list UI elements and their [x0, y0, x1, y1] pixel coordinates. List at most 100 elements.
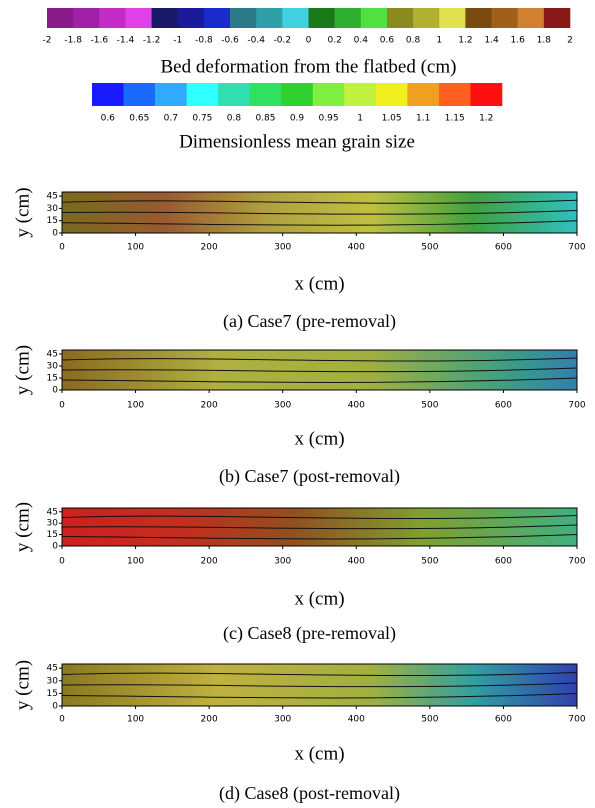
caption: (a) Case7 (pre-removal)	[223, 311, 396, 332]
plot-frame	[61, 191, 578, 234]
colorbar-swatch	[386, 8, 414, 28]
colorbar-tick-label: 0.75	[192, 114, 212, 124]
y-tick-label: 45	[47, 350, 58, 360]
colorbar-swatch	[73, 8, 100, 28]
colorbar-tick-label: 2	[567, 36, 573, 46]
colorbar-swatch	[282, 8, 309, 28]
colorbar-swatch	[465, 8, 492, 28]
x-tick-label: 200	[201, 243, 218, 253]
x-tick-label: 100	[127, 401, 144, 411]
x-tick-label: 700	[568, 557, 585, 567]
colorbar-swatch	[543, 8, 571, 28]
colorbar-tick-label: 0.6	[101, 114, 116, 124]
colorbar-title: Dimensionless mean grain size	[179, 131, 415, 152]
colorbar-tick-label: 1.4	[484, 36, 499, 46]
colorbar-tick-label: -0.4	[247, 36, 265, 46]
x-axis-label: x (cm)	[294, 428, 344, 449]
colorbar-tick-label: 0.7	[164, 114, 178, 124]
caption: (d) Case8 (post-removal)	[219, 783, 400, 804]
colorbar-tick-label: -0.6	[221, 36, 239, 46]
flow-line	[61, 220, 578, 226]
colorbar-tick-label: 1.1	[416, 114, 430, 124]
colorbar-swatch	[218, 83, 250, 106]
x-tick-label: 300	[274, 401, 291, 411]
y-tick-label: 0	[52, 542, 58, 552]
x-axis-label: x (cm)	[294, 588, 344, 609]
colorbar-tick-label: 1	[357, 114, 363, 124]
colorbar-tick-label: 0.95	[319, 114, 339, 124]
flow-line	[61, 357, 578, 362]
y-tick-label: 15	[47, 530, 58, 540]
colorbar-swatch	[177, 8, 205, 28]
x-tick-label: 400	[348, 401, 365, 411]
colorbar-tick-label: 0	[306, 36, 312, 46]
x-tick-label: 300	[274, 715, 291, 725]
colorbar-swatch	[344, 83, 377, 106]
colorbar-tick-label: 1.8	[537, 36, 552, 46]
x-tick-label: 0	[59, 715, 65, 725]
colorbar-tick-label: -1	[173, 36, 182, 46]
colorbar-swatch	[312, 83, 345, 106]
plot-frame	[61, 349, 578, 391]
x-tick-label: 500	[421, 243, 438, 253]
colorbar-tick-label: 0.9	[290, 114, 305, 124]
colorbar-swatch	[413, 8, 440, 28]
flow-line	[61, 210, 578, 215]
colorbar-swatch	[517, 8, 545, 28]
y-tick-label: 45	[47, 507, 58, 517]
flow-line	[61, 377, 578, 383]
colorbar-swatch	[99, 8, 126, 28]
colorbar-tick-label: 0.85	[255, 114, 275, 124]
y-tick-label: 45	[47, 192, 58, 202]
x-tick-label: 0	[59, 401, 65, 411]
x-tick-label: 500	[421, 715, 438, 725]
x-tick-label: 600	[495, 243, 512, 253]
colorbar-swatch	[308, 8, 335, 28]
y-tick-label: 30	[47, 204, 59, 214]
colorbar-swatch	[256, 8, 283, 28]
colorbar-title: Bed deformation from the flatbed (cm)	[161, 56, 457, 77]
x-tick-label: 100	[127, 243, 144, 253]
flow-line	[61, 672, 578, 677]
colorbar-tick-label: -2	[43, 36, 52, 46]
flow-line	[61, 199, 578, 204]
x-tick-label: 100	[127, 715, 144, 725]
colorbar-swatch	[375, 83, 408, 106]
y-tick-label: 0	[52, 229, 58, 239]
x-tick-label: 700	[568, 243, 585, 253]
flow-line	[61, 534, 578, 540]
x-tick-label: 400	[348, 557, 365, 567]
colorbar-tick-label: 1.05	[382, 114, 402, 124]
colorbar-tick-label: 0.8	[406, 36, 421, 46]
x-tick-label: 200	[201, 401, 218, 411]
colorbar-tick-label: 0.65	[129, 114, 149, 124]
colorbar-swatch	[125, 8, 152, 28]
flow-line	[61, 367, 578, 373]
plot-frame	[61, 663, 578, 707]
colorbar-tick-label: 0.6	[380, 36, 395, 46]
plot-frame	[61, 507, 578, 547]
x-tick-label: 600	[495, 715, 512, 725]
caption: (b) Case7 (post-removal)	[219, 466, 400, 487]
colorbar-tick-label: 1.2	[458, 36, 472, 46]
colorbar-tick-label: 0.8	[227, 114, 242, 124]
colorbar-tick-label: -1.2	[143, 36, 161, 46]
x-tick-label: 600	[495, 557, 512, 567]
colorbar-swatch	[281, 83, 314, 106]
x-tick-label: 100	[127, 557, 144, 567]
y-tick-label: 0	[52, 386, 58, 396]
colorbar-tick-label: -1.6	[91, 36, 109, 46]
colorbar-swatch	[230, 8, 257, 28]
x-tick-label: 0	[59, 557, 65, 567]
x-tick-label: 400	[348, 243, 365, 253]
colorbar-swatch	[203, 8, 231, 28]
x-tick-label: 200	[201, 715, 218, 725]
colorbar-swatch	[249, 83, 282, 106]
y-axis-label: y (cm)	[12, 187, 33, 237]
flow-line	[61, 515, 578, 520]
colorbar-swatch	[470, 83, 503, 106]
flow-line	[61, 693, 578, 699]
colorbar-tick-label: -1.4	[117, 36, 135, 46]
y-axis-label: y (cm)	[12, 345, 33, 395]
